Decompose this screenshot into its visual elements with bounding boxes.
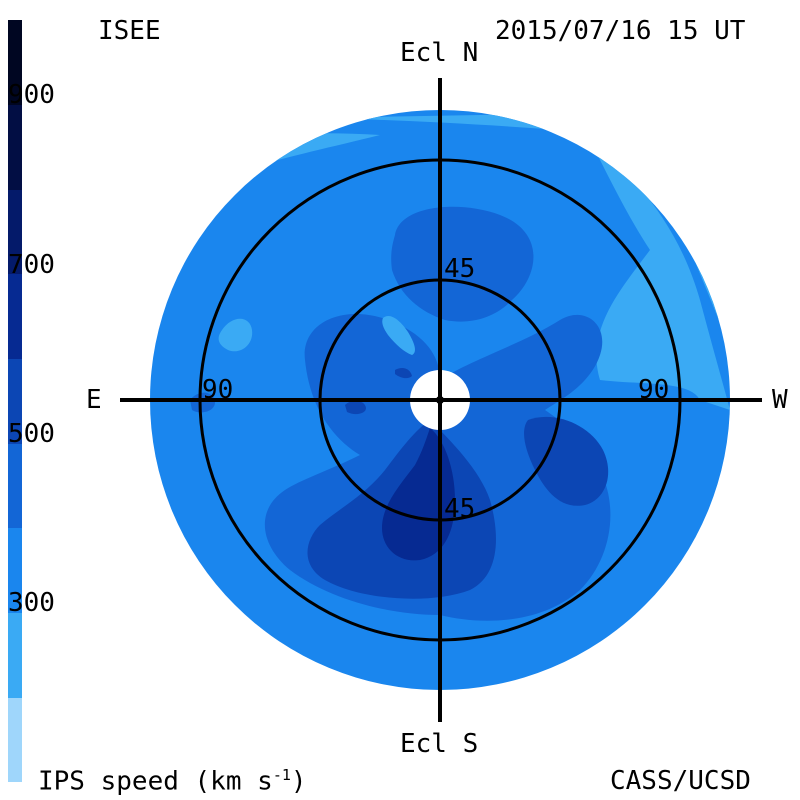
ring-90-label-right: 90 xyxy=(638,375,670,405)
colorbar-segment xyxy=(8,358,22,444)
datetime-label: 2015/07/16 15 UT xyxy=(495,16,746,46)
fast-spot-center-left xyxy=(345,400,366,415)
mid-speed-spot-left xyxy=(190,392,215,413)
colorbar-title-main: IPS speed (km s xyxy=(38,766,273,797)
ring-45-label-top: 45 xyxy=(444,254,476,284)
ring-45-label-bottom: 45 xyxy=(444,494,476,524)
fast-spot-center xyxy=(395,368,412,379)
colorbar-segment xyxy=(8,528,22,614)
colorbar-title-close: ) xyxy=(290,766,307,797)
colorbar-segment xyxy=(8,443,22,529)
north-label: Ecl N xyxy=(400,38,479,68)
sun-center-marker xyxy=(436,396,444,404)
colorbar-segment xyxy=(8,189,22,275)
colorbar-tick: 900 xyxy=(8,80,55,110)
slow-wind-spot-left xyxy=(218,318,253,352)
fastest-speed-region xyxy=(382,428,455,561)
colorbar-tick: 700 xyxy=(8,250,55,280)
east-label: E xyxy=(86,385,102,415)
colorbar-segment xyxy=(8,104,22,190)
ring-90-label-left: 90 xyxy=(202,375,234,405)
south-label: Ecl S xyxy=(400,729,479,759)
west-label: W xyxy=(772,385,788,415)
colorbar-title-exponent: -1 xyxy=(272,766,291,784)
speed-colorbar xyxy=(8,20,22,783)
org-label: ISEE xyxy=(98,16,161,46)
slow-wind-region-right xyxy=(590,140,730,410)
credit-label: CASS/UCSD xyxy=(610,766,751,796)
fast-speed-region-southeast xyxy=(524,416,609,506)
colorbar-tick: 500 xyxy=(8,419,55,449)
slow-spot-center xyxy=(382,315,415,355)
colorbar-title: IPS speed (km s-1) xyxy=(38,768,307,795)
mid-speed-region-top xyxy=(391,206,534,322)
colorbar-segment xyxy=(8,20,22,106)
colorbar-segment xyxy=(8,697,22,783)
colorbar-tick: 300 xyxy=(8,588,55,618)
colorbar-segment xyxy=(8,612,22,698)
colorbar-segment xyxy=(8,274,22,360)
